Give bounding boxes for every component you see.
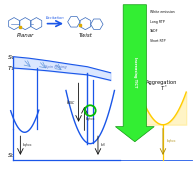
Polygon shape xyxy=(115,5,154,142)
Text: Spin Mixing: Spin Mixing xyxy=(45,65,67,69)
Text: $S_1$: $S_1$ xyxy=(7,53,15,62)
Text: Short RTP: Short RTP xyxy=(150,39,166,43)
Text: TADF: TADF xyxy=(150,29,159,33)
Text: $k_{fl}$: $k_{fl}$ xyxy=(100,142,106,149)
Text: Increasing TICT: Increasing TICT xyxy=(133,57,137,87)
Text: $k_{phos.}$: $k_{phos.}$ xyxy=(166,137,177,146)
Text: Aggregation: Aggregation xyxy=(146,80,178,85)
Text: $k_{ISC}$: $k_{ISC}$ xyxy=(66,98,76,108)
Text: Excitation: Excitation xyxy=(46,16,65,20)
Text: Twist: Twist xyxy=(78,33,92,38)
Text: White emission: White emission xyxy=(150,10,175,14)
Text: Long RTP: Long RTP xyxy=(150,20,165,24)
Text: $k_{phos.}$: $k_{phos.}$ xyxy=(22,141,33,150)
Text: $k_{phos}$: $k_{phos}$ xyxy=(85,115,96,124)
Text: $S_0$: $S_0$ xyxy=(7,151,15,160)
Text: Planar: Planar xyxy=(16,33,34,38)
Text: $T_1$: $T_1$ xyxy=(7,64,15,74)
Text: $T^*$: $T^*$ xyxy=(160,84,168,94)
